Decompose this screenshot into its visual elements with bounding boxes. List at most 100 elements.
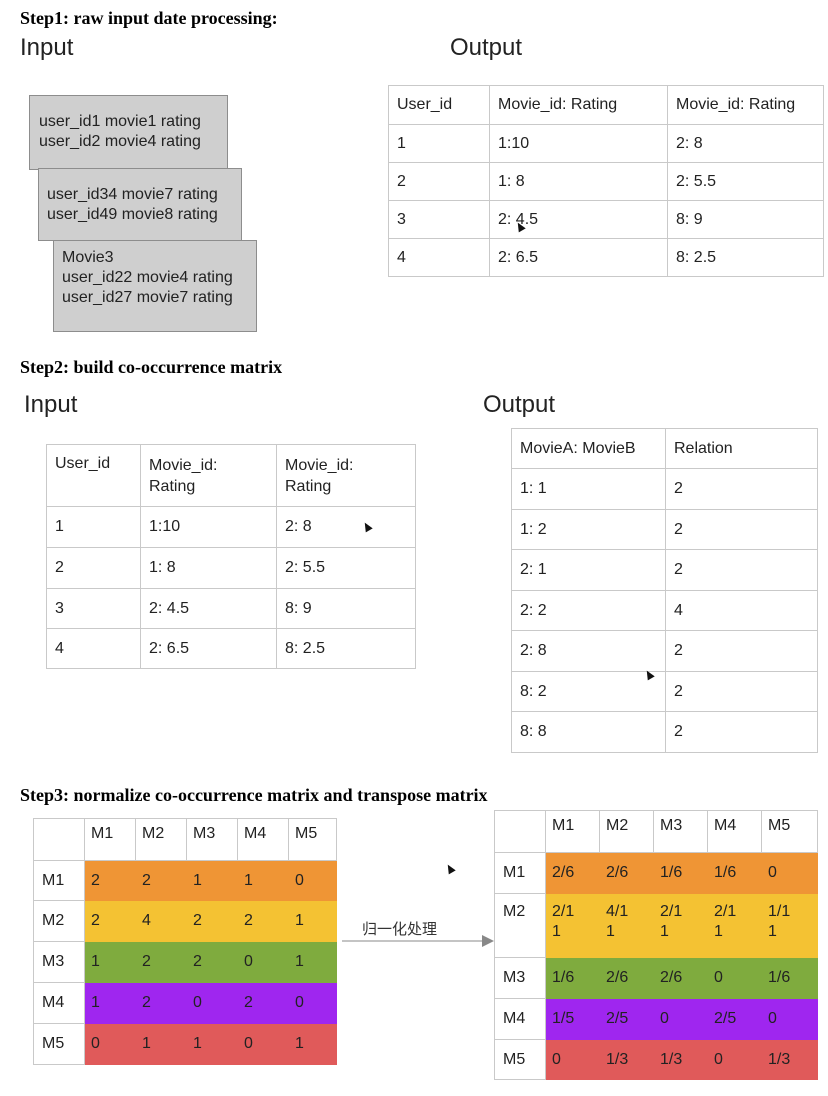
- matrix-row: M1 2/6 2/6 1/6 1/6 0: [494, 852, 818, 894]
- table-cell: 2: 5.5: [276, 547, 416, 589]
- matrix-row-header: M1: [494, 852, 546, 894]
- matrix-cell: 0: [237, 1023, 289, 1065]
- raw-input-box-2: user_id34 movie7 rating user_id49 movie8…: [38, 168, 242, 241]
- table-row: 2: 2 4: [511, 590, 818, 631]
- matrix-cell: 1/6: [707, 852, 762, 894]
- table-header: User_id: [388, 85, 490, 125]
- matrix-cell: 0: [237, 941, 289, 983]
- table-row: 2: 1 2: [511, 549, 818, 591]
- matrix-row: M5 0 1/3 1/3 0 1/3: [494, 1039, 818, 1080]
- table-header: Movie_id: Rating: [489, 85, 668, 125]
- matrix-col-header: M1: [545, 810, 600, 853]
- raw-input-box-1: user_id1 movie1 rating user_id2 movie4 r…: [29, 95, 228, 170]
- matrix-row: M4 1 2 0 2 0: [33, 982, 337, 1024]
- table-cell: 1: [388, 124, 490, 163]
- matrix-row: M2 2/1 1 4/1 1 2/1 1 2/1 1 1/1 1: [494, 893, 818, 958]
- table-cell: 2: [46, 547, 141, 589]
- matrix-cell: 0: [288, 982, 337, 1024]
- matrix-cell: 1/3: [653, 1039, 708, 1080]
- table-cell: 8: 2.5: [276, 628, 416, 669]
- table-cell: 8: 8: [511, 711, 666, 753]
- mouse-cursor-icon: [444, 862, 456, 875]
- matrix-cell: 1: [288, 1023, 337, 1065]
- table-row: 1: 1 2: [511, 468, 818, 510]
- matrix-cell: 1/3: [599, 1039, 654, 1080]
- table-cell: 2: 8: [511, 630, 666, 672]
- table-cell: 2: [665, 549, 818, 591]
- matrix-cell: 2/5: [707, 998, 762, 1040]
- matrix-row-header: M5: [494, 1039, 546, 1080]
- matrix-cell: 1/6: [761, 957, 818, 999]
- table-cell: 2: [388, 162, 490, 201]
- matrix-col-header: M4: [237, 818, 289, 861]
- matrix-cell: 1: [288, 941, 337, 983]
- table-cell: 1: 1: [511, 468, 666, 510]
- matrix-row-header: M3: [33, 941, 85, 983]
- matrix-cell: 0: [761, 998, 818, 1040]
- table-cell: 3: [388, 200, 490, 239]
- matrix-corner: [33, 818, 85, 861]
- table-cell: 2: [665, 671, 818, 712]
- matrix-row: M3 1/6 2/6 2/6 0 1/6: [494, 957, 818, 999]
- matrix-cell: 0: [653, 998, 708, 1040]
- step1-output-label: Output: [450, 34, 523, 61]
- matrix-cell: 0: [761, 852, 818, 894]
- matrix-cell: 1/5: [545, 998, 600, 1040]
- matrix-cell: 1: [288, 900, 337, 942]
- table-row: 4 2: 6.5 8: 2.5: [46, 628, 416, 669]
- table-cell: 4: [388, 238, 490, 277]
- matrix-col-header: M1: [84, 818, 136, 861]
- matrix-row-header: M2: [33, 900, 85, 942]
- table-header: Movie_id: Rating: [276, 444, 416, 507]
- step2-input-label: Input: [24, 391, 78, 418]
- table-cell: 3: [46, 588, 141, 629]
- step1-title: Step1: raw input date processing:: [20, 8, 278, 28]
- matrix-cell: 4/1 1: [599, 893, 654, 958]
- table-row: 3 2: 4.5 8: 9: [388, 200, 824, 239]
- table-cell: 1: 8: [489, 162, 668, 201]
- matrix-cell: 2: [186, 941, 238, 983]
- matrix-row: M1 2 2 1 1 0: [33, 860, 337, 901]
- matrix-cell: 2/1 1: [545, 893, 600, 958]
- table-cell: 8: 2: [511, 671, 666, 712]
- matrix-row-header: M4: [33, 982, 85, 1024]
- table-cell: 1: 2: [511, 509, 666, 550]
- table-cell: 8: 2.5: [667, 238, 824, 277]
- raw-input-line: user_id1 movie1 rating: [39, 113, 201, 130]
- normalization-label: 归一化处理: [362, 920, 438, 938]
- raw-input-line: user_id34 movie7 rating: [47, 186, 218, 203]
- matrix-cell: 1/3: [761, 1039, 818, 1080]
- table-header: Movie_id: Rating: [140, 444, 277, 507]
- matrix-cell: 0: [707, 1039, 762, 1080]
- table-cell: 1: [46, 506, 141, 548]
- matrix-row-header: M1: [33, 860, 85, 901]
- matrix-cell: 0: [707, 957, 762, 999]
- table-header: User_id: [46, 444, 141, 507]
- raw-input-line: Movie3: [62, 249, 114, 266]
- table-header: Movie_id: Rating: [667, 85, 824, 125]
- table-cell: 8: 9: [667, 200, 824, 239]
- matrix-cell: 2/6: [545, 852, 600, 894]
- matrix-header-row: M1 M2 M3 M4 M5: [33, 818, 337, 861]
- normalized-matrix: M1 M2 M3 M4 M5 M1 2/6 2/6 1/6 1/6 0 M2 2…: [494, 810, 818, 1080]
- table-cell: 2: [665, 711, 818, 753]
- raw-input-box-3: Movie3 user_id22 movie4 rating user_id27…: [53, 240, 257, 332]
- matrix-cell: 2: [237, 900, 289, 942]
- table-cell: 2: 6.5: [489, 238, 668, 277]
- matrix-cell: 1: [237, 860, 289, 901]
- step2-title: Step2: build co-occurrence matrix: [20, 357, 283, 377]
- raw-input-line: user_id2 movie4 rating: [39, 133, 201, 150]
- matrix-cell: 2: [135, 982, 187, 1024]
- raw-input-line: user_id22 movie4 rating: [62, 269, 233, 286]
- matrix-row-header: M5: [33, 1023, 85, 1065]
- table-row: 1 1:10 2: 8: [46, 506, 416, 548]
- matrix-cell: 0: [84, 1023, 136, 1065]
- matrix-row: M3 1 2 2 0 1: [33, 941, 337, 983]
- matrix-row: M4 1/5 2/5 0 2/5 0: [494, 998, 818, 1040]
- matrix-cell: 1: [186, 1023, 238, 1065]
- raw-input-line: user_id27 movie7 rating: [62, 289, 233, 306]
- table-cell: 2: 4.5: [489, 200, 668, 239]
- table-cell: 4: [665, 590, 818, 631]
- matrix-cell: 1: [84, 982, 136, 1024]
- table-cell: 2: 8: [667, 124, 824, 163]
